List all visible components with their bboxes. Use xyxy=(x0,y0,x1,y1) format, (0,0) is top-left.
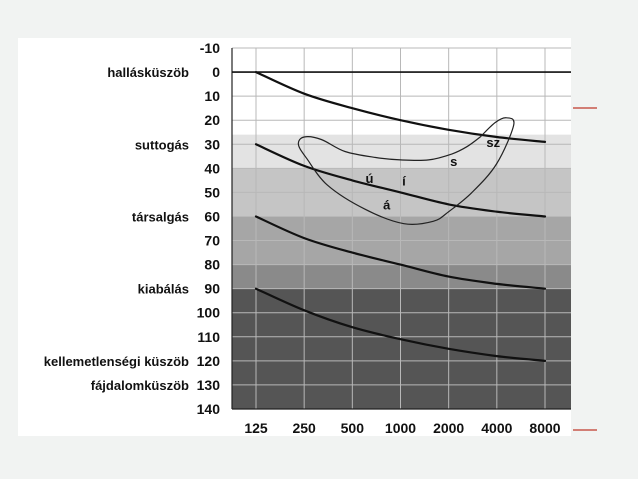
y-tick-label: 120 xyxy=(197,353,221,369)
phoneme-label: s xyxy=(450,154,457,169)
phoneme-label: á xyxy=(383,197,391,212)
x-tick-label: 125 xyxy=(244,420,268,436)
y-tick-label: 20 xyxy=(204,112,220,128)
series-line-4 xyxy=(254,287,547,362)
y-tick-label: 100 xyxy=(197,305,221,321)
y-tick-label: -10 xyxy=(200,40,220,56)
y-tick-label: 30 xyxy=(204,136,220,152)
category-label: hallásküszöb xyxy=(107,65,189,80)
x-tick-label: 2000 xyxy=(433,420,464,436)
category-label: kellemetlenségi küszöb xyxy=(44,354,189,369)
x-tick-label: 1000 xyxy=(385,420,416,436)
level-band-3 xyxy=(232,264,571,289)
category-label: fájdalomküszöb xyxy=(91,378,189,393)
y-tick-label: 130 xyxy=(197,377,221,393)
category-label: kiabálás xyxy=(138,282,189,297)
x-tick-label: 4000 xyxy=(481,420,512,436)
y-tick-label: 140 xyxy=(197,401,221,417)
y-tick-label: 0 xyxy=(212,64,220,80)
level-band-4 xyxy=(232,288,571,409)
x-tick-label: 250 xyxy=(292,420,316,436)
y-tick-label: 60 xyxy=(204,208,220,224)
phoneme-label: sz xyxy=(486,135,500,150)
x-tick-label: 8000 xyxy=(529,420,560,436)
phoneme-label: í xyxy=(402,173,406,188)
phoneme-label: ú xyxy=(366,171,374,186)
category-label: társalgás xyxy=(132,209,189,224)
y-tick-label: 90 xyxy=(204,281,220,297)
level-band-0 xyxy=(232,134,571,169)
series-line-3 xyxy=(254,215,547,290)
y-tick-label: 40 xyxy=(204,160,220,176)
category-label: suttogás xyxy=(135,137,189,152)
y-tick-label: 110 xyxy=(197,329,220,345)
y-tick-label: 50 xyxy=(204,184,220,200)
speech-region-outline xyxy=(297,117,515,226)
series-line-2 xyxy=(254,143,547,218)
x-tick-label: 500 xyxy=(341,420,365,436)
y-tick-label: 10 xyxy=(204,88,220,104)
series-line-1 xyxy=(254,71,547,143)
y-tick-label: 80 xyxy=(204,257,220,273)
y-tick-label: 70 xyxy=(204,233,220,249)
